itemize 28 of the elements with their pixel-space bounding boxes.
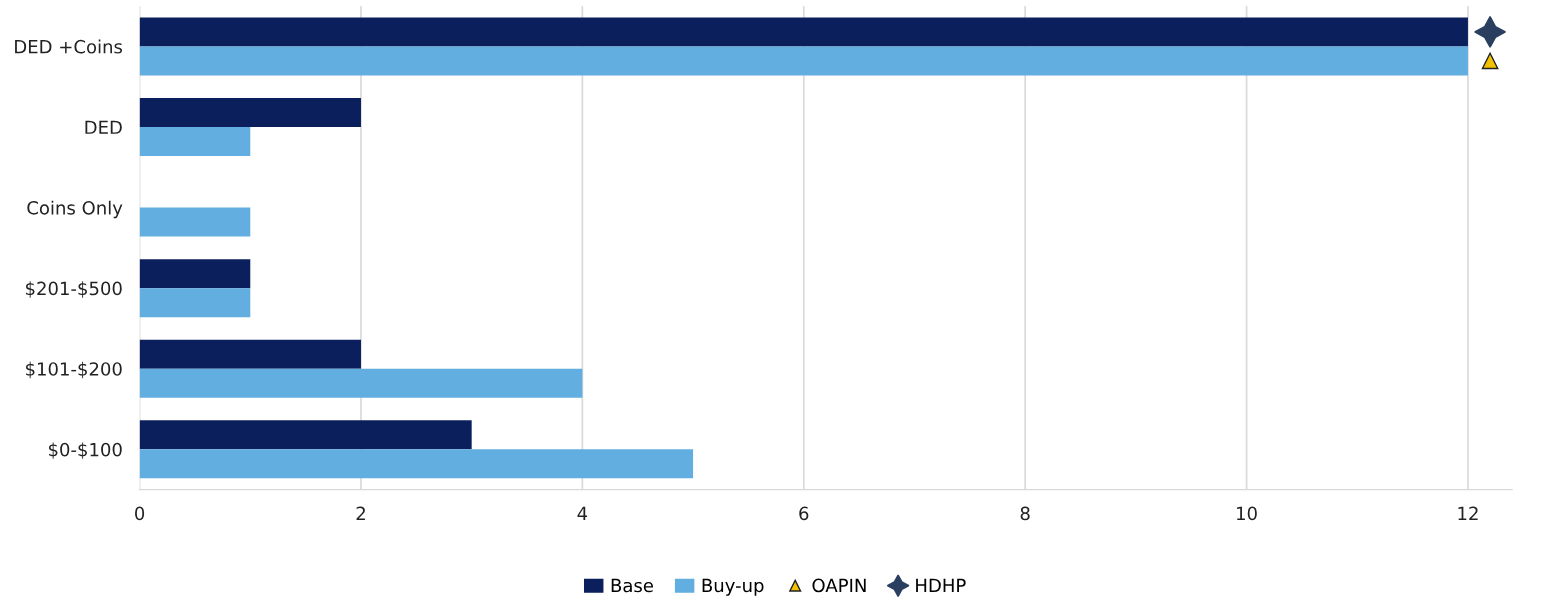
x-tick-label: 6 [799, 506, 809, 521]
legend-label: OAPIN [812, 578, 866, 593]
y-tick-label: $201-$500 [26, 281, 122, 298]
bar [139, 126, 251, 156]
x-tick-label: 2 [356, 506, 365, 520]
y-tick-label: $101-$200 [26, 361, 122, 379]
x-tick-label: 8 [1020, 506, 1030, 521]
bar [139, 207, 251, 237]
bar [139, 368, 583, 398]
x-tick-label: 0 [135, 506, 145, 521]
y-tick-label: Coins Only [27, 200, 123, 219]
legend-label: HDHP [916, 578, 966, 592]
bar [139, 17, 1468, 47]
y-tick-label: DED +Coins [15, 39, 123, 54]
legend-label: Base [611, 578, 653, 593]
bar [139, 339, 361, 369]
y-tick-label: DED [85, 120, 122, 134]
bar [139, 420, 472, 450]
bar [139, 46, 1468, 76]
bar [139, 97, 361, 127]
bar [139, 259, 251, 289]
bar [139, 288, 251, 318]
x-tick-label: 12 [1458, 506, 1478, 520]
y-tick-label: $0-$100 [48, 442, 122, 459]
x-tick-label: 10 [1237, 506, 1257, 521]
legend-label: Buy-up [702, 578, 764, 596]
bar [139, 449, 694, 479]
x-tick-label: 4 [577, 506, 588, 520]
